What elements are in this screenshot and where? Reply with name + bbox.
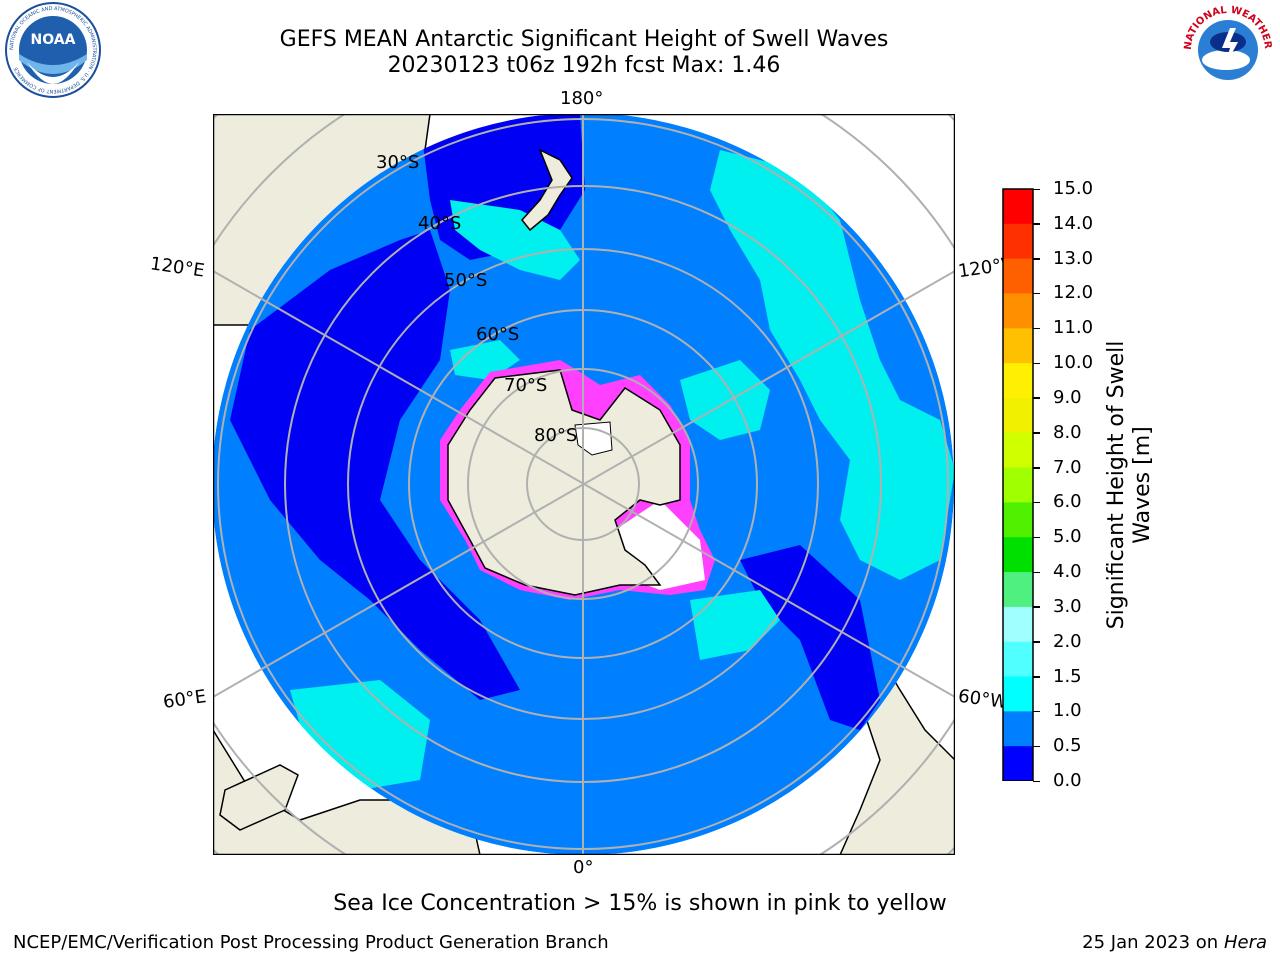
- footer-credit: NCEP/EMC/Verification Post Processing Pr…: [13, 932, 609, 953]
- noaa-logo: NOAA NATIONAL OCEANIC AND ATMOSPHERIC AD…: [5, 2, 101, 98]
- colorbar-tick-label: 1.0: [1053, 700, 1082, 722]
- lat-label-40s: 40°S: [418, 213, 462, 234]
- colorbar-swatch: [1003, 223, 1033, 260]
- colorbar-tick-label: 8.0: [1053, 421, 1082, 443]
- polar-map: [213, 114, 955, 855]
- colorbar-tick-mark: [1033, 223, 1040, 225]
- colorbar-tick-label: 4.0: [1053, 561, 1082, 583]
- colorbar-swatch: [1003, 328, 1033, 364]
- colorbar-tick-label: 6.0: [1053, 491, 1082, 513]
- colorbar-tick-label: 5.0: [1053, 526, 1082, 548]
- colorbar-tick-label: 0.5: [1053, 735, 1082, 757]
- colorbar-tick-label: 3.0: [1053, 595, 1082, 617]
- colorbar-tick-label: 1.5: [1053, 665, 1082, 687]
- colorbar-swatch: [1003, 189, 1033, 225]
- pacific-high-swell-1: [710, 150, 954, 580]
- ross-ice-shelf: [574, 421, 613, 456]
- colorbar-swatch: [1003, 467, 1033, 503]
- lat-label-70s: 70°S: [504, 375, 548, 396]
- colorbar-tick-label: 12.0: [1053, 282, 1094, 304]
- colorbar-swatch: [1003, 502, 1033, 538]
- colorbar-tick-label: 11.0: [1053, 317, 1094, 339]
- colorbar-tick-mark: [1033, 606, 1040, 608]
- colorbar-tick-label: 9.0: [1053, 386, 1082, 408]
- colorbar-swatch: [1003, 363, 1033, 399]
- lat-label-60s: 60°S: [476, 324, 520, 345]
- tasman-high-swell: [450, 200, 580, 280]
- nws-logo: NATIONAL WEATHER SERVICE: [1178, 2, 1274, 96]
- new-zealand-land: [521, 148, 573, 232]
- noaa-logo-text: NOAA: [31, 32, 76, 48]
- colorbar-tick-mark: [1033, 188, 1040, 190]
- colorbar-swatch: [1003, 293, 1033, 329]
- colorbar-tick-label: 14.0: [1053, 212, 1094, 234]
- lat-label-80s: 80°S: [534, 425, 578, 446]
- colorbar-swatch: [1003, 258, 1033, 294]
- colorbar-tick-mark: [1033, 467, 1040, 469]
- footer-date-text: 25 Jan 2023 on: [1082, 932, 1224, 953]
- colorbar-tick-mark: [1033, 571, 1040, 574]
- colorbar-swatch: [1003, 537, 1033, 573]
- meridian-label-0: 0°: [573, 857, 594, 878]
- pacific-high-swell-2: [680, 360, 770, 440]
- colorbar-tick-label: 0.0: [1053, 770, 1082, 791]
- madagascar-land: [219, 764, 299, 831]
- colorbar-tick-label: 13.0: [1053, 247, 1094, 269]
- colorbar-swatch: [1003, 397, 1033, 434]
- colorbar-label-line2: Waves [m]: [1130, 426, 1155, 544]
- colorbar-tick-mark: [1033, 536, 1040, 539]
- map-subtitle: 20230123 t06z 192h fcst Max: 1.46: [387, 53, 781, 78]
- colorbar-swatch: [1003, 676, 1033, 712]
- colorbar-tick-label: 10.0: [1053, 352, 1094, 374]
- colorbar-tick-mark: [1033, 258, 1040, 260]
- meridian-label-180: 180°: [560, 88, 604, 109]
- colorbar-tick-mark: [1033, 780, 1040, 782]
- lat-label-30s: 30°S: [376, 152, 420, 173]
- colorbar-tick-label: 7.0: [1053, 456, 1082, 478]
- meridian-label-60e: 60°E: [161, 686, 208, 713]
- colorbar-tick-mark: [1033, 327, 1040, 330]
- colorbar-tick-mark: [1033, 501, 1040, 504]
- colorbar-tick-label: 2.0: [1053, 630, 1082, 652]
- colorbar-swatch: [1003, 432, 1033, 469]
- footer-date: 25 Jan 2023 on Hera: [1082, 932, 1267, 953]
- colorbar-tick-mark: [1033, 432, 1040, 434]
- colorbar-tick-mark: [1033, 362, 1040, 365]
- colorbar-tick-mark: [1033, 745, 1040, 748]
- colorbar-swatch: [1003, 572, 1033, 608]
- colorbar-swatch: [1003, 746, 1033, 781]
- colorbar-swatch: [1003, 641, 1033, 678]
- colorbar-swatch: [1003, 711, 1033, 747]
- drake-low-swell: [740, 545, 880, 730]
- colorbar-tick-mark: [1033, 641, 1040, 643]
- lat-label-50s: 50°S: [444, 270, 488, 291]
- antarctica-land: [447, 369, 681, 596]
- map-title: GEFS MEAN Antarctic Significant Height o…: [279, 27, 889, 52]
- colorbar-tick-mark: [1033, 676, 1040, 678]
- colorbar-tick-mark: [1033, 397, 1040, 399]
- colorbar-swatch: [1003, 606, 1033, 643]
- colorbar-tick-label: 15.0: [1053, 178, 1094, 199]
- indian-ocean-low-swell: [230, 230, 520, 700]
- footer-machine: Hera: [1223, 932, 1267, 953]
- colorbar-tick-mark: [1033, 710, 1040, 713]
- colorbar-tick-mark: [1033, 292, 1040, 295]
- meridian-label-120e: 120°E: [148, 253, 206, 282]
- graticule-outer: [213, 114, 955, 855]
- colorbar-label-line1: Significant Height of Swell: [1104, 340, 1129, 630]
- sea-ice-note: Sea Ice Concentration > 15% is shown in …: [333, 891, 947, 916]
- colorbar-label: Significant Height of Swell Waves [m]: [1104, 325, 1156, 645]
- colorbar: [1002, 188, 1034, 781]
